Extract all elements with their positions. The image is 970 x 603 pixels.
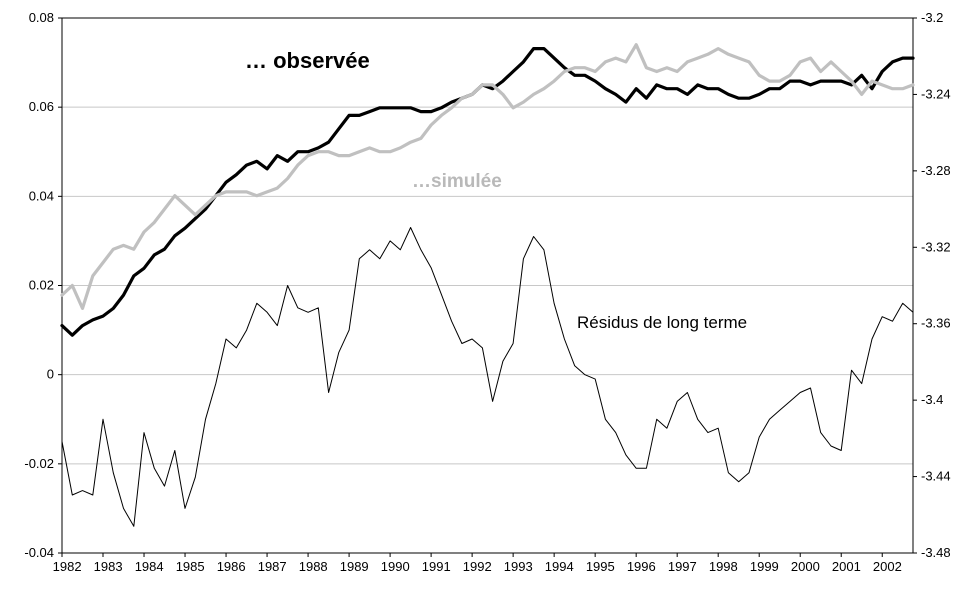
svg-text:-3.4: -3.4 xyxy=(921,392,943,407)
svg-text:1982: 1982 xyxy=(53,559,82,574)
svg-text:1999: 1999 xyxy=(750,559,779,574)
svg-text:1986: 1986 xyxy=(217,559,246,574)
series-label-observee: … observée xyxy=(245,48,370,73)
svg-text:2001: 2001 xyxy=(832,559,861,574)
svg-text:0.08: 0.08 xyxy=(29,10,54,25)
svg-text:-3.32: -3.32 xyxy=(921,239,951,254)
svg-text:-3.36: -3.36 xyxy=(921,316,951,331)
svg-text:-3.44: -3.44 xyxy=(921,469,951,484)
svg-text:1996: 1996 xyxy=(627,559,656,574)
svg-text:-3.2: -3.2 xyxy=(921,10,943,25)
svg-text:0: 0 xyxy=(47,367,54,382)
svg-text:1990: 1990 xyxy=(381,559,410,574)
svg-text:1983: 1983 xyxy=(94,559,123,574)
svg-text:2002: 2002 xyxy=(873,559,902,574)
svg-text:1995: 1995 xyxy=(586,559,615,574)
svg-text:0.06: 0.06 xyxy=(29,99,54,114)
svg-text:1987: 1987 xyxy=(258,559,287,574)
svg-text:1997: 1997 xyxy=(668,559,697,574)
svg-text:-3.28: -3.28 xyxy=(921,163,951,178)
svg-text:1993: 1993 xyxy=(504,559,533,574)
series-label-residus: Résidus de long terme xyxy=(577,313,748,332)
svg-text:1994: 1994 xyxy=(545,559,574,574)
svg-text:1998: 1998 xyxy=(709,559,738,574)
svg-text:1991: 1991 xyxy=(422,559,451,574)
svg-text:1988: 1988 xyxy=(299,559,328,574)
svg-text:1985: 1985 xyxy=(176,559,205,574)
svg-text:-0.02: -0.02 xyxy=(24,456,54,471)
svg-text:1992: 1992 xyxy=(463,559,492,574)
svg-text:0.02: 0.02 xyxy=(29,278,54,293)
svg-text:2000: 2000 xyxy=(791,559,820,574)
svg-text:-3.48: -3.48 xyxy=(921,545,951,560)
svg-text:1989: 1989 xyxy=(340,559,369,574)
svg-text:0.04: 0.04 xyxy=(29,188,54,203)
svg-text:-3.24: -3.24 xyxy=(921,86,951,101)
svg-text:-0.04: -0.04 xyxy=(24,545,54,560)
series-label-simulee: …simulée xyxy=(412,171,502,192)
svg-text:1984: 1984 xyxy=(135,559,164,574)
